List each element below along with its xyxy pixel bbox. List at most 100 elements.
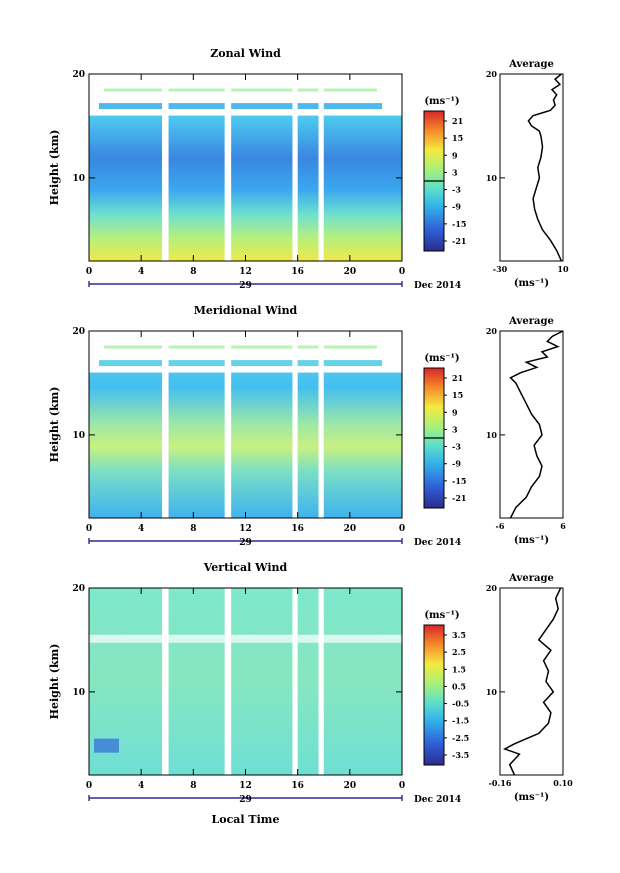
colorbar-tick-label: 15 xyxy=(452,390,463,400)
day-label: 29 xyxy=(239,795,252,805)
colorbar-tick-label: -9 xyxy=(452,202,461,212)
x-tick-label: 12 xyxy=(239,267,252,277)
panel-3: Vertical Wind 0 4 8 12 16 20 0 20 10 Height (km) 29… xyxy=(48,561,573,805)
colorbar-tick-label: 3.5 xyxy=(452,630,466,640)
average-unit-label: (ms⁻¹) xyxy=(514,278,549,289)
colorbar-tick-label: -21 xyxy=(452,236,466,246)
x-tick-label: 0 xyxy=(86,524,92,534)
data-gap xyxy=(292,588,298,775)
y-tick-label: 20 xyxy=(72,584,85,594)
tropopause-band xyxy=(99,103,382,110)
upper-band xyxy=(104,345,377,349)
average-unit-label: (ms⁻¹) xyxy=(514,792,549,803)
colorbar-tick-label: 3 xyxy=(452,167,458,177)
x-tick-label: 16 xyxy=(291,267,304,277)
upper-band xyxy=(104,88,377,92)
average-profile-line xyxy=(502,587,562,776)
date-label: Dec 2014 xyxy=(414,281,461,291)
colorbar-tick-label: 15 xyxy=(452,133,463,143)
y-tick-label: 10 xyxy=(72,688,85,698)
x-tick-label: 12 xyxy=(239,524,252,534)
y-tick-label: 10 xyxy=(72,431,85,441)
average-unit-label: (ms⁻¹) xyxy=(514,535,549,546)
average-y-tick-label: 10 xyxy=(486,430,498,440)
x-tick-label: 0 xyxy=(86,267,92,277)
y-axis-label: Height (km) xyxy=(48,644,61,720)
average-x-tick-label: 6 xyxy=(560,521,566,531)
y-tick-label: 20 xyxy=(72,327,85,337)
x-tick-label: 4 xyxy=(138,267,144,277)
average-y-tick-label: 10 xyxy=(486,173,498,183)
units-label: (ms⁻¹) xyxy=(424,610,459,621)
panel-2: Meridional Wind 0 4 8 12 16 20 0 20 10 Height (km)… xyxy=(48,304,566,548)
average-title: Average xyxy=(508,573,554,584)
y-axis-label: Height (km) xyxy=(48,130,61,206)
average-frame xyxy=(499,587,564,776)
data-gap xyxy=(162,74,169,261)
colorbar-tick-label: -3.5 xyxy=(452,750,469,760)
colorbar-tick-label: 9 xyxy=(452,150,458,160)
colorbar-tick-label: -3 xyxy=(452,185,461,195)
panel-title: Meridional Wind xyxy=(194,304,298,317)
average-title: Average xyxy=(508,59,554,70)
x-tick-label: 4 xyxy=(138,781,144,791)
average-y-tick-label: 20 xyxy=(486,326,498,336)
units-label: (ms⁻¹) xyxy=(424,353,459,364)
colorbar-tick-label: -15 xyxy=(452,476,466,486)
y-tick-label: 10 xyxy=(72,174,85,184)
y-axis-label: Height (km) xyxy=(48,387,61,463)
missing-data-region xyxy=(89,74,402,116)
data-gap xyxy=(292,74,298,261)
x-tick-label: 16 xyxy=(291,781,304,791)
x-tick-label: 20 xyxy=(344,524,357,534)
missing-data-region xyxy=(89,634,402,643)
colorbar-tick-label: 3 xyxy=(452,424,458,434)
data-gap xyxy=(224,74,232,261)
colorbar-tick-label: -21 xyxy=(452,493,466,503)
colorbar-tick-label: -15 xyxy=(452,219,466,229)
colorbar xyxy=(423,624,445,766)
panel-title: Vertical Wind xyxy=(203,561,288,574)
x-axis-label: Local Time xyxy=(212,813,280,826)
day-label: 29 xyxy=(239,538,252,548)
x-tick-label: 8 xyxy=(190,524,196,534)
colorbar-tick-label: 21 xyxy=(452,116,463,126)
average-x-tick-label: -30 xyxy=(493,264,508,274)
colorbar-tick-label: 1.5 xyxy=(452,664,466,674)
colorbar-tick-label: -9 xyxy=(452,459,461,469)
x-tick-label: 4 xyxy=(138,524,144,534)
units-label: (ms⁻¹) xyxy=(424,96,459,107)
colorbar-tick-label: -3 xyxy=(452,442,461,452)
average-x-tick-label: 10 xyxy=(557,264,569,274)
downdraft-patch xyxy=(94,738,119,753)
date-label: Dec 2014 xyxy=(414,795,461,805)
average-title: Average xyxy=(508,316,554,327)
colorbar-tick-label: -1.5 xyxy=(452,716,469,726)
data-gap xyxy=(224,588,232,775)
data-gap xyxy=(292,331,298,518)
data-gap xyxy=(224,331,232,518)
colorbar-tick-label: 21 xyxy=(452,373,463,383)
average-x-tick-label: 0.10 xyxy=(553,778,573,788)
colorbar-tick-label: -0.5 xyxy=(452,699,469,709)
date-label: Dec 2014 xyxy=(414,538,461,548)
average-frame xyxy=(499,330,564,519)
average-y-tick-label: 20 xyxy=(486,583,498,593)
data-gap xyxy=(318,331,324,518)
average-y-tick-label: 10 xyxy=(486,687,498,697)
missing-data-region xyxy=(89,331,402,373)
panel-1: Zonal Wind 0 4 8 12 16 20 0 20 10 Height (km) 29 Dec… xyxy=(48,47,569,291)
average-frame xyxy=(499,73,564,262)
x-tick-label: 20 xyxy=(344,781,357,791)
tropopause-band xyxy=(99,360,382,367)
average-y-tick-label: 20 xyxy=(486,69,498,79)
y-tick-label: 20 xyxy=(72,70,85,80)
data-gap xyxy=(318,74,324,261)
x-tick-label: 0 xyxy=(399,267,405,277)
x-tick-label: 0 xyxy=(86,781,92,791)
data-gap xyxy=(162,331,169,518)
x-tick-label: 8 xyxy=(190,267,196,277)
x-tick-label: 16 xyxy=(291,524,304,534)
average-profile-line xyxy=(509,330,564,519)
average-x-tick-label: -6 xyxy=(496,521,505,531)
